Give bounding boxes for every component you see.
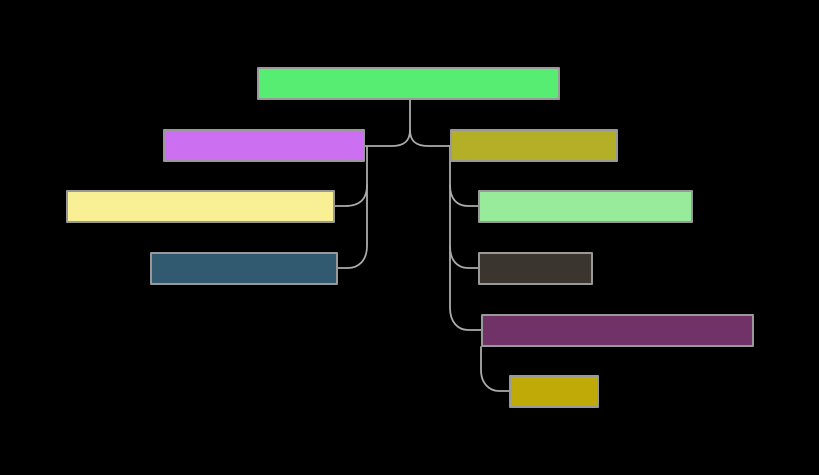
mindmap-node-leaf-right-2[interactable] xyxy=(478,252,593,285)
mindmap-node-branch-left[interactable] xyxy=(163,129,365,162)
mindmap-node-branch-right[interactable] xyxy=(450,129,618,162)
connector-branch-right-to-sub-branch-right xyxy=(449,245,482,331)
connector-branch-left-to-leaf-left-2 xyxy=(337,184,368,269)
connector-root-to-branch-left xyxy=(364,99,411,147)
mindmap-node-leaf-left-1[interactable] xyxy=(66,190,335,223)
connector-branch-right-to-leaf-right-2 xyxy=(449,184,479,269)
connector-root-to-branch-right xyxy=(409,129,451,147)
connector-sub-branch-right-to-leaf-right-3 xyxy=(480,346,510,392)
mindmap-node-leaf-left-2[interactable] xyxy=(150,252,338,285)
connectors xyxy=(334,99,510,392)
mindmap-node-sub-branch-right[interactable] xyxy=(481,314,754,347)
mindmap-node-leaf-right-3[interactable] xyxy=(509,375,599,408)
mindmap-node-root[interactable] xyxy=(257,67,560,100)
mindmap-node-leaf-right-1[interactable] xyxy=(478,190,693,223)
